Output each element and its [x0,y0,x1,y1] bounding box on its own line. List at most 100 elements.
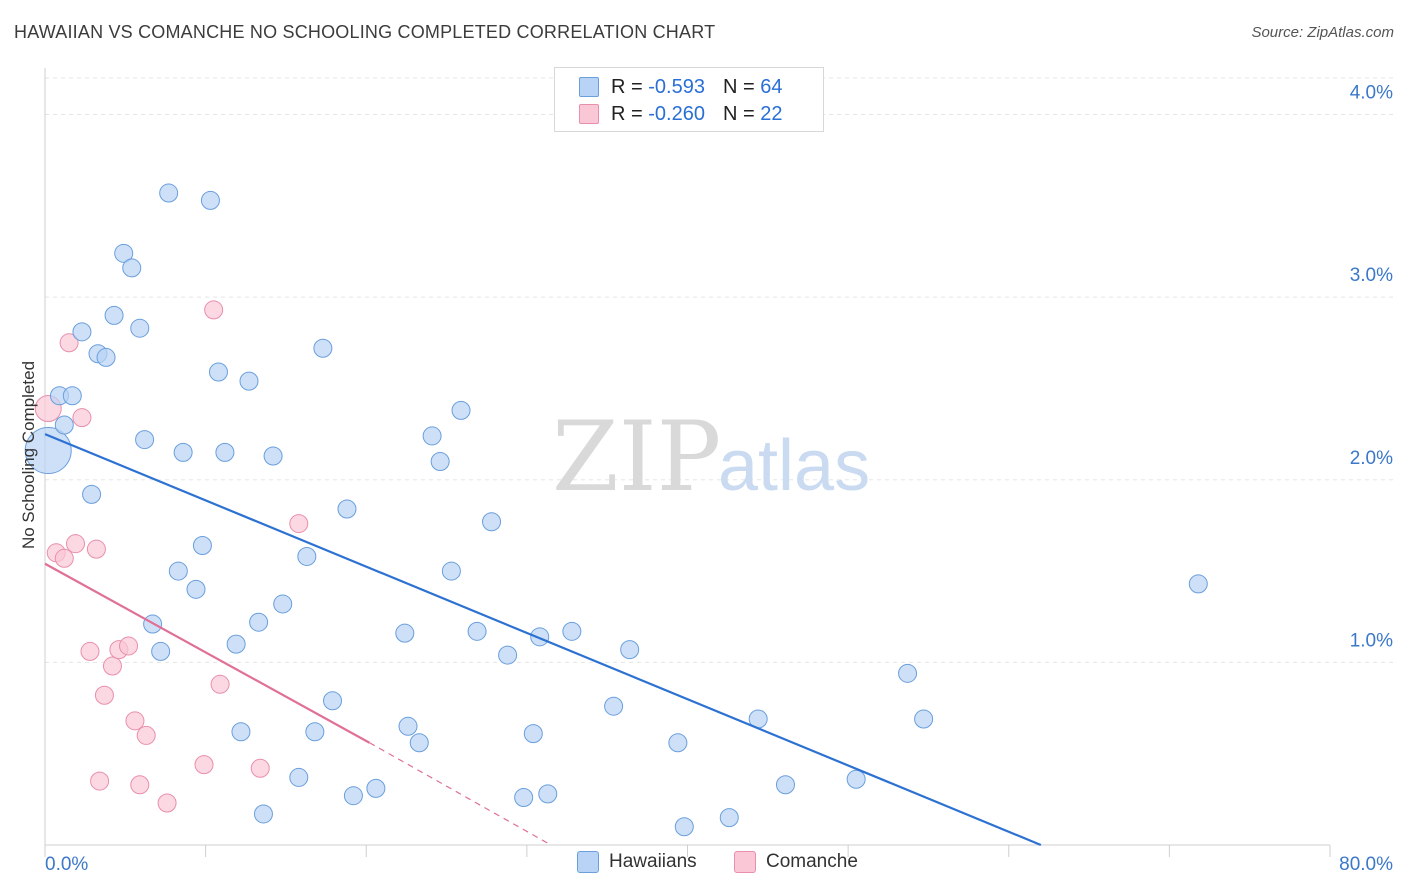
hawaiian-point [54,415,74,435]
legend-hawaiians[interactable]: Hawaiians [577,851,697,873]
hawaiian-point [914,709,934,729]
comanche-legend-swatch [734,851,756,873]
hawaiian-point [72,322,92,342]
hawaiian-point [343,786,363,806]
hawaiian-point [130,318,150,338]
hawaiian-point [151,641,171,661]
hawaiian-point [289,767,309,787]
source-label: Source: ZipAtlas.com [1251,24,1394,41]
hawaiian-point [482,512,502,532]
hawaiian-point [159,183,179,203]
y-tick-label: 1.0% [1350,630,1393,651]
hawaiian-point [562,621,582,641]
comanche-point [94,685,114,705]
hawaiian-point [96,347,116,367]
r-value: -0.593 [648,75,705,98]
hawaiian-point [305,722,325,742]
hawaiian-point [604,696,624,716]
hawaiian-point [467,621,487,641]
hawaiian-point [82,484,102,504]
legend-row-comanche: R = -0.260 N = 22 [579,101,782,127]
hawaiian-point [323,691,343,711]
hawaiian-point [498,645,518,665]
legend-comanche[interactable]: Comanche [734,851,858,873]
y-tick-label: 3.0% [1350,265,1393,286]
hawaiian-point [523,724,543,744]
hawaiian-point [898,663,918,683]
comanche-point [194,755,214,775]
hawaiian-point [263,446,283,466]
watermark: ZIP atlas [552,401,870,513]
trend-lines [44,433,1042,847]
hawaiian-point [398,716,418,736]
watermark-atlas: atlas [718,426,870,506]
comanche-legend-label: Comanche [766,851,858,872]
comanche-point [130,775,150,795]
hawaiian-point [313,338,333,358]
comanche-point [157,793,177,813]
hawaiian-point [215,442,235,462]
hawaiian-point [231,722,251,742]
comanche-point [204,300,224,320]
hawaiian-point [530,627,550,647]
hawaiian-point [208,362,228,382]
comanche-point [210,674,230,694]
comanche-point [86,539,106,559]
comanche-point [102,656,122,676]
n-value: 22 [760,102,783,125]
x-tick-label: 0.0% [45,854,88,875]
hawaiian-point [168,561,188,581]
hawaiian-point [430,452,450,471]
hawaiian-point [200,190,220,210]
hawaiian-point [239,371,259,391]
hawaiian-point [719,808,739,828]
hawaiian-point [186,579,206,599]
legend-row-hawaiians: R = -0.593 N = 64 [579,74,782,100]
hawaiian-point [62,386,82,406]
comanche-point [289,514,309,534]
comanche-point [72,408,92,428]
hawaiian-point [441,561,461,581]
hawaiian-point [395,623,415,643]
comanche-swatch [579,104,599,124]
hawaiians-legend-swatch [577,851,599,873]
hawaiian-point [249,612,269,632]
comanche-point [80,641,100,661]
hawaiian-point [135,430,155,450]
comanche-trend-line [44,562,370,744]
n-value: 64 [760,75,783,98]
hawaiian-point [620,640,640,660]
hawaiian-point [538,784,558,804]
y-axis-label: No Schooling Completed [19,361,38,549]
comanche-point [125,711,145,731]
chart-title: HAWAIIAN VS COMANCHE NO SCHOOLING COMPLE… [14,22,716,42]
hawaiians-trend-line [44,433,1042,847]
hawaiian-point [366,778,386,798]
comanche-point [66,534,86,554]
hawaiian-point [104,305,124,325]
hawaiian-point [337,499,357,519]
r-label: R = [611,102,643,125]
n-label: N = [722,75,755,98]
hawaiian-point [273,594,293,614]
hawaiian-point [297,546,317,566]
comanche-point [90,771,110,791]
y-tick-label: 2.0% [1350,448,1393,469]
hawaiians-swatch [579,77,599,97]
hawaiian-point [409,733,429,753]
hawaiian-point [122,258,142,278]
comanche-point [59,333,79,353]
stats-legend: R = -0.593 N = 64 R = -0.260 N = 22 [554,67,824,132]
n-label: N = [722,102,755,125]
tick-labels: 1.0% 2.0% 3.0% 4.0% 0.0% 80.0% [45,83,1393,875]
y-tick-label: 4.0% [1350,83,1393,104]
hawaiian-point [674,817,694,837]
r-value: -0.260 [648,102,705,125]
comanche-point [250,758,270,778]
hawaiian-point [422,426,442,446]
grid [45,77,1395,663]
hawaiian-point [114,243,134,263]
hawaiian-point [1188,574,1208,594]
hawaiian-point [668,733,688,753]
